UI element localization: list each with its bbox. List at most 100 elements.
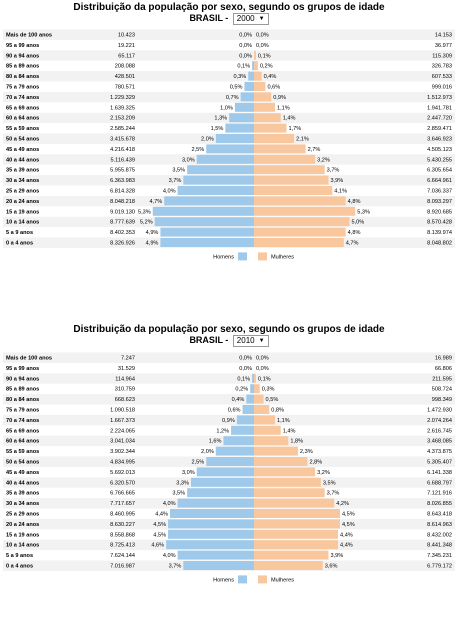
female-percent: 4,8% (348, 199, 361, 205)
male-bar[interactable] (223, 436, 254, 446)
female-percent: 1,4% (283, 116, 296, 122)
female-bar[interactable] (254, 196, 346, 206)
female-bar[interactable] (254, 405, 270, 414)
male-percent: 0,3% (234, 74, 247, 80)
female-bar[interactable] (254, 206, 356, 216)
male-bar[interactable] (166, 540, 254, 550)
male-bar[interactable] (225, 123, 254, 133)
female-bar[interactable] (254, 425, 281, 435)
male-bar[interactable] (250, 384, 254, 394)
male-bar[interactable] (177, 550, 254, 560)
female-bar[interactable] (254, 436, 289, 446)
male-bar[interactable] (242, 405, 254, 414)
male-bar[interactable] (229, 113, 254, 123)
female-bar[interactable] (254, 467, 316, 477)
female-bar[interactable] (254, 154, 316, 164)
female-percent: 4,5% (342, 522, 355, 528)
year-select[interactable]: 2010 ▼ (232, 335, 269, 347)
male-bar[interactable] (215, 446, 254, 456)
male-bar[interactable] (196, 467, 254, 477)
male-percent: 4,5% (153, 522, 166, 528)
female-bar[interactable] (254, 415, 276, 425)
female-count: 999.016 (432, 85, 452, 91)
male-bar[interactable] (177, 498, 254, 508)
year-select[interactable]: 2000 ▼ (232, 13, 269, 25)
female-bar[interactable] (254, 529, 339, 539)
male-count: 5.116.439 (111, 157, 135, 163)
male-bar[interactable] (196, 154, 254, 164)
female-count: 36.977 (435, 43, 452, 49)
age-label: Mais de 100 anos (6, 33, 52, 39)
female-bar[interactable] (254, 186, 333, 195)
female-bar[interactable] (254, 446, 298, 456)
female-bar[interactable] (254, 498, 335, 508)
female-bar[interactable] (254, 457, 308, 466)
male-percent: 0,0% (239, 53, 252, 59)
female-bar[interactable] (254, 561, 323, 570)
female-percent: 4,5% (342, 512, 355, 518)
female-bar[interactable] (254, 92, 272, 102)
female-bar[interactable] (254, 102, 276, 112)
female-bar[interactable] (254, 394, 264, 404)
male-bar[interactable] (160, 238, 254, 247)
male-bar[interactable] (152, 206, 254, 216)
female-bar[interactable] (254, 50, 256, 60)
female-bar[interactable] (254, 384, 260, 394)
male-bar[interactable] (183, 561, 254, 570)
male-bar[interactable] (183, 175, 254, 185)
female-bar[interactable] (254, 71, 262, 81)
male-bar[interactable] (234, 102, 254, 112)
male-bar[interactable] (215, 134, 254, 143)
chart-title: Distribuição da população por sexo, segu… (73, 324, 385, 335)
male-percent: 1,3% (214, 116, 227, 122)
female-bar[interactable] (254, 550, 329, 560)
female-bar[interactable] (254, 509, 340, 518)
male-bar[interactable] (248, 71, 254, 81)
female-bar[interactable] (254, 113, 281, 123)
male-bar[interactable] (206, 457, 254, 466)
male-bar[interactable] (206, 144, 254, 154)
female-bar[interactable] (254, 477, 321, 487)
male-bar[interactable] (190, 477, 254, 487)
male-bar[interactable] (168, 519, 254, 529)
female-count: 2.859.471 (427, 126, 452, 132)
female-bar[interactable] (254, 238, 344, 247)
female-bar[interactable] (254, 227, 346, 237)
male-bar[interactable] (244, 82, 254, 91)
female-bar[interactable] (254, 175, 329, 185)
male-bar[interactable] (169, 509, 254, 518)
female-bar[interactable] (254, 217, 350, 227)
female-count: 6.688.797 (427, 480, 452, 486)
male-bar[interactable] (246, 394, 254, 404)
male-bar[interactable] (252, 61, 254, 71)
male-bar[interactable] (154, 217, 254, 227)
female-percent: 0,1% (258, 376, 271, 382)
male-count: 4.834.995 (110, 460, 135, 466)
male-percent: 3,0% (182, 470, 195, 476)
female-bar[interactable] (254, 82, 266, 91)
male-percent: 3,5% (172, 491, 185, 497)
male-count: 4.216.418 (110, 147, 135, 153)
male-bar[interactable] (236, 415, 254, 425)
male-bar[interactable] (177, 186, 254, 195)
male-bar[interactable] (252, 373, 254, 383)
male-bar[interactable] (187, 488, 254, 498)
male-bar[interactable] (231, 425, 254, 435)
female-bar[interactable] (254, 373, 256, 383)
male-bar[interactable] (168, 529, 254, 539)
female-bar[interactable] (254, 488, 325, 498)
female-bar[interactable] (254, 144, 306, 154)
female-bar[interactable] (254, 540, 339, 550)
age-label: 85 a 89 anos (6, 387, 39, 393)
male-bar[interactable] (160, 227, 254, 237)
male-bar[interactable] (164, 196, 254, 206)
male-bar[interactable] (187, 165, 254, 175)
female-bar[interactable] (254, 123, 287, 133)
male-percent: 4,9% (146, 241, 159, 247)
age-label: 55 a 59 anos (6, 126, 39, 132)
male-bar[interactable] (240, 92, 254, 102)
female-bar[interactable] (254, 165, 325, 175)
female-bar[interactable] (254, 61, 258, 71)
female-bar[interactable] (254, 519, 340, 529)
female-bar[interactable] (254, 134, 295, 143)
